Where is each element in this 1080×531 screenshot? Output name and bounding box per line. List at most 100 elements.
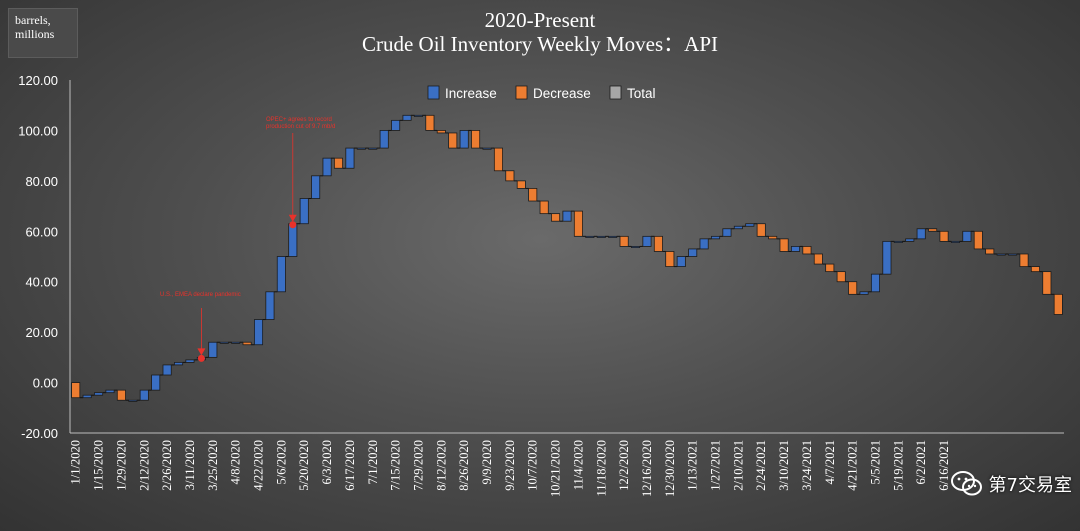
decrease-bar [756, 223, 766, 237]
decrease-bar [573, 210, 583, 237]
x-tick: 7/1/2020 [366, 440, 380, 484]
annotation-marker [197, 354, 205, 362]
decrease-bar [653, 235, 663, 252]
legend: Increase Decrease Total [427, 85, 656, 101]
decrease-bar [539, 200, 549, 215]
x-tick-label: 10/21/2020 [549, 440, 563, 497]
x-tick: 1/13/2021 [686, 440, 700, 491]
decrease-bar [1042, 271, 1052, 295]
x-tick: 1/1/2020 [69, 440, 83, 484]
annotation-arrow-icon [288, 214, 297, 222]
x-tick: 3/10/2021 [777, 440, 791, 491]
y-axis-tick-labels: -20.00 0.00 20.00 40.00 60.00 80.00 100.00 120.… [18, 73, 58, 441]
annotation-line: OPEC+ agrees to record [266, 117, 332, 123]
increase-bar [368, 147, 378, 150]
increase-bar [859, 291, 869, 295]
units-label-box: barrels, millions [8, 8, 78, 58]
x-tick-label: 8/26/2020 [457, 440, 471, 491]
decrease-bar [813, 253, 823, 265]
x-tick: 3/11/2020 [183, 440, 197, 490]
increase-bar [413, 114, 423, 117]
increase-bar [379, 130, 389, 149]
decrease-bar [939, 230, 949, 242]
x-tick-label: 3/24/2021 [800, 440, 814, 491]
x-tick: 5/6/2020 [274, 440, 288, 484]
x-tick: 6/3/2020 [320, 440, 334, 484]
waterfall-bars [71, 114, 1063, 402]
x-tick-label: 9/9/2020 [480, 440, 494, 484]
watermark: 第7交易室 [950, 471, 1072, 497]
decrease-bar [436, 130, 446, 134]
x-tick-label: 3/11/2020 [183, 440, 197, 490]
x-tick-label: 4/21/2021 [846, 440, 860, 491]
x-tick-label: 7/1/2020 [366, 440, 380, 484]
increase-bar [585, 235, 595, 238]
increase-bar [253, 319, 264, 346]
x-tick: 5/20/2020 [297, 440, 311, 491]
x-tick-label: 9/23/2020 [503, 440, 517, 491]
x-tick-label: 12/30/2020 [663, 440, 677, 497]
decrease-bar [928, 228, 938, 232]
increase-bar [151, 374, 161, 391]
x-tick-label: 2/10/2021 [731, 440, 745, 491]
increase-bar [185, 359, 195, 363]
x-tick-label: 6/17/2020 [343, 440, 357, 491]
increase-bar [459, 130, 469, 149]
x-tick-label: 4/8/2020 [229, 440, 243, 484]
x-tick-label: 6/16/2021 [937, 440, 951, 491]
increase-bar [482, 147, 492, 150]
annotation-marker [289, 221, 297, 229]
x-tick-label: 5/19/2021 [891, 440, 905, 491]
decrease-bar [802, 246, 812, 255]
x-tick-label: 5/20/2020 [297, 440, 311, 491]
increase-bar [288, 223, 298, 257]
x-tick: 5/5/2021 [868, 440, 882, 484]
x-tick: 6/16/2021 [937, 440, 951, 491]
x-tick: 12/2/2020 [617, 440, 631, 491]
increase-bar [82, 394, 92, 399]
x-tick-label: 6/2/2021 [914, 440, 928, 484]
x-tick: 2/24/2021 [754, 440, 768, 491]
increase-bar [276, 256, 286, 293]
increase-bar [322, 157, 332, 177]
x-axis-ticks: 1/1/2020 1/15/2020 1/29/2020 2/12/2020 2/26/… [69, 440, 951, 497]
decrease-bar [825, 263, 835, 273]
increase-bar [562, 210, 572, 222]
y-tick-label: 80.00 [25, 174, 58, 189]
increase-bar [962, 230, 972, 242]
increase-bar [870, 273, 880, 293]
x-tick: 11/4/2020 [571, 440, 585, 490]
x-tick: 1/27/2021 [709, 440, 723, 491]
x-tick: 2/10/2021 [731, 440, 745, 491]
x-tick-label: 3/25/2020 [206, 440, 220, 491]
increase-bar [162, 364, 172, 376]
increase-bar [596, 235, 606, 238]
increase-bar [745, 223, 755, 227]
increase-bar [711, 235, 721, 240]
increase-bar [631, 246, 641, 249]
x-tick-label: 6/3/2020 [320, 440, 334, 484]
x-tick-label: 12/16/2020 [640, 440, 654, 497]
increase-bar [1008, 253, 1018, 256]
units-label-line: millions [15, 27, 55, 41]
decrease-bar [1030, 266, 1040, 273]
decrease-bar [425, 114, 435, 131]
x-tick-label: 10/7/2020 [526, 440, 540, 491]
decrease-bar [516, 180, 526, 189]
increase-bar [311, 175, 321, 199]
y-tick-label: 40.00 [25, 275, 58, 290]
x-tick-label: 3/10/2021 [777, 440, 791, 491]
increase-bar [265, 291, 275, 320]
decrease-bar [493, 147, 503, 172]
increase-bar [402, 114, 412, 121]
x-tick-label: 1/27/2021 [709, 440, 723, 491]
increase-bar [345, 147, 355, 169]
increase-bar [231, 341, 241, 344]
increase-bar [174, 361, 184, 366]
legend-label: Decrease [533, 86, 591, 101]
x-tick: 9/23/2020 [503, 440, 517, 491]
x-tick: 2/26/2020 [160, 440, 174, 491]
legend-swatch [609, 85, 622, 100]
increase-bar [299, 198, 309, 225]
